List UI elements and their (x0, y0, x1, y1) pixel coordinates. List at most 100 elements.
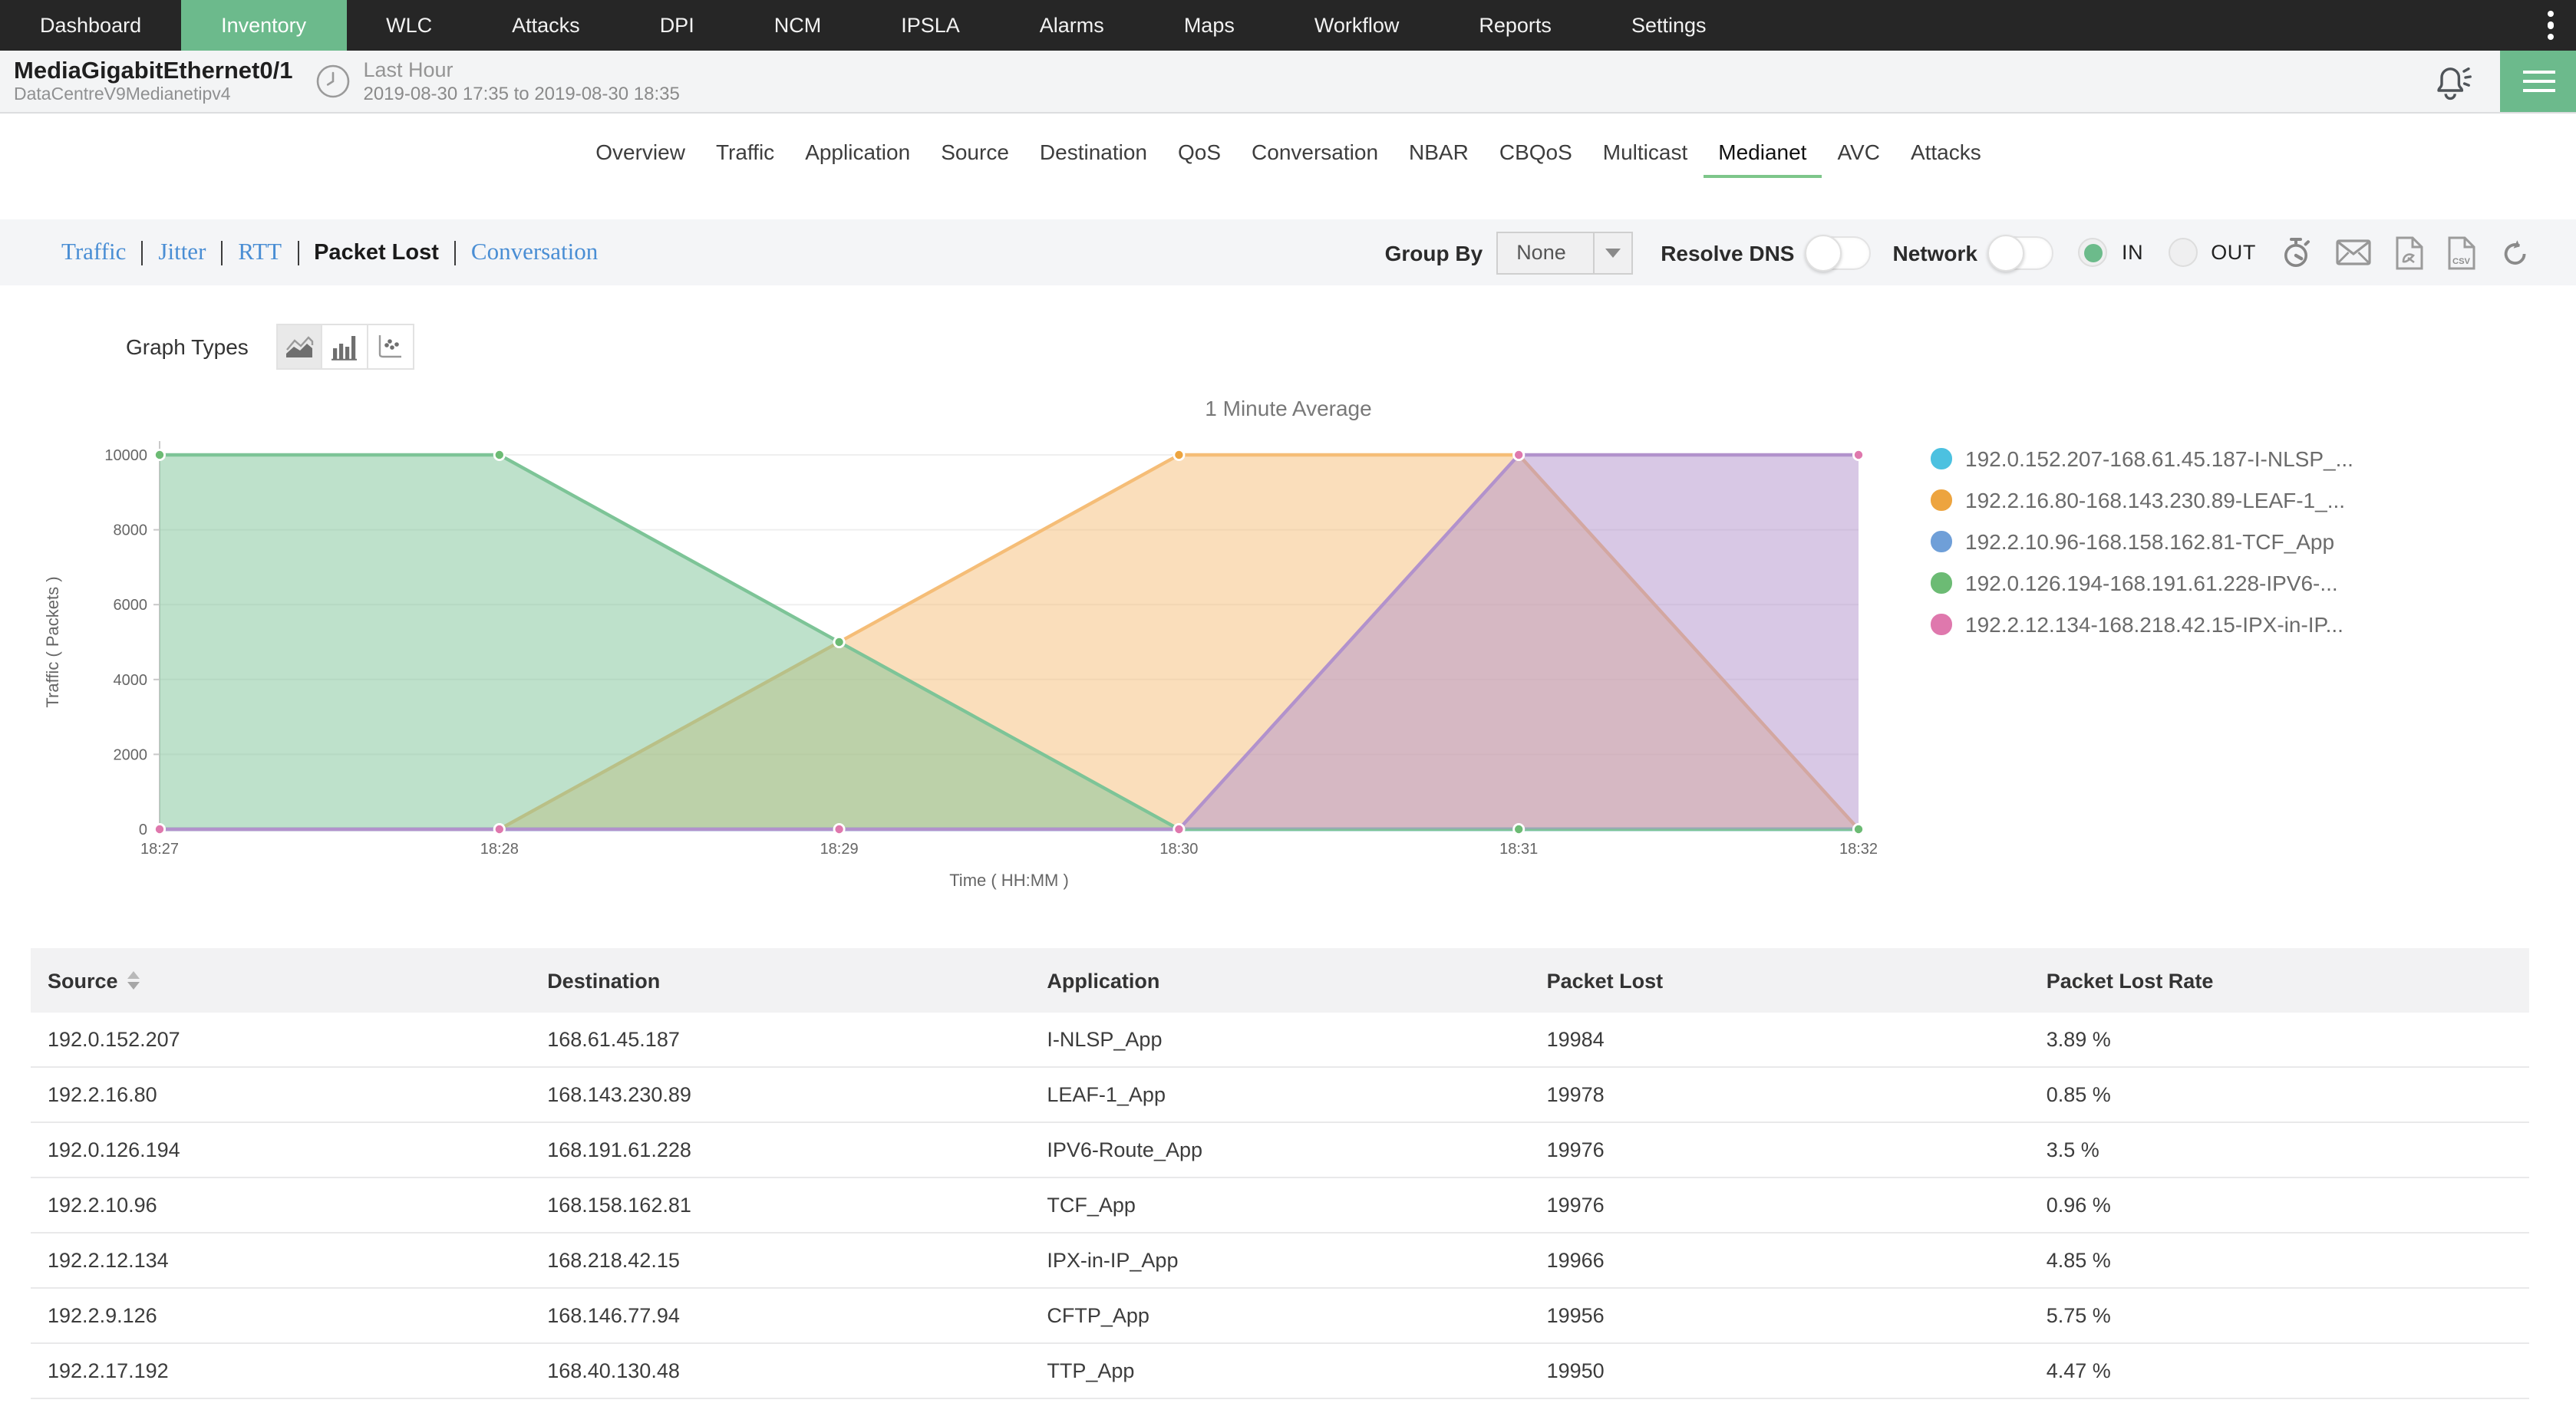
nav-item-workflow[interactable]: Workflow (1314, 14, 1400, 37)
tab-destination[interactable]: Destination (1039, 140, 1147, 164)
group-by-select[interactable]: None (1496, 231, 1634, 274)
column-header-destination[interactable]: Destination (530, 969, 1030, 992)
nav-item-ncm[interactable]: NCM (773, 14, 822, 37)
tab-application[interactable]: Application (805, 140, 911, 164)
legend-dot-icon (1931, 448, 1951, 469)
table-cell: 4.85 % (2046, 1249, 2111, 1272)
graph-type-bar-button[interactable] (322, 324, 368, 370)
table-cell: IPV6-Route_App (1047, 1138, 1203, 1161)
report-tabs: Overview Traffic Application Source Destinat… (0, 129, 2576, 178)
subtab-conversation[interactable]: Conversation (470, 239, 599, 265)
tab-qos[interactable]: QoS (1178, 140, 1222, 164)
graph-types-label: Graph Types (126, 334, 249, 359)
nav-item-alarms[interactable]: Alarms (1039, 14, 1104, 37)
export-pdf-icon[interactable] (2396, 236, 2423, 269)
legend-label: 192.2.10.96-168.158.162.81-TCF_App (1965, 529, 2335, 554)
table-cell: CFTP_App (1047, 1304, 1149, 1327)
tab-attacks[interactable]: Attacks (1910, 140, 1981, 164)
out-radio[interactable] (2168, 238, 2198, 267)
tab-source[interactable]: Source (941, 140, 1009, 164)
tab-medianet[interactable]: Medianet (1703, 129, 1822, 178)
tab-cbqos[interactable]: CBQoS (1499, 140, 1572, 164)
network-toggle[interactable] (1987, 234, 2054, 271)
resolve-dns-label: Resolve DNS (1661, 240, 1795, 265)
hamburger-menu-button[interactable] (2500, 51, 2576, 112)
subtab-rtt[interactable]: RTT (238, 239, 282, 265)
column-header-packet-lost[interactable]: Packet Lost (1530, 969, 2030, 992)
network-label: Network (1892, 240, 1977, 265)
nav-item-maps[interactable]: Maps (1183, 14, 1235, 37)
legend-dot-icon (1931, 489, 1951, 511)
svg-text:6000: 6000 (114, 597, 148, 614)
table-cell: 3.89 % (2046, 1028, 2111, 1051)
time-period-picker[interactable]: Last Hour 2019-08-30 17:35 to 2019-08-30… (363, 58, 679, 104)
column-header-packet-lost-rate[interactable]: Packet Lost Rate (2030, 969, 2529, 992)
nav-item-reports[interactable]: Reports (1479, 14, 1552, 37)
legend-item[interactable]: 192.0.126.194-168.191.61.228-IPV6-... (1931, 571, 2353, 595)
column-header-label: Packet Lost Rate (2046, 969, 2214, 992)
legend-item[interactable]: 192.0.152.207-168.61.45.187-I-NLSP_... (1931, 446, 2353, 471)
column-header-source[interactable]: Source (31, 969, 530, 992)
subtab-separator (141, 240, 143, 265)
subtab-jitter[interactable]: Jitter (158, 239, 206, 265)
nav-item-settings[interactable]: Settings (1631, 14, 1707, 37)
tab-traffic[interactable]: Traffic (715, 140, 775, 164)
graph-type-buttons (275, 324, 414, 370)
legend-item[interactable]: 192.2.16.80-168.143.230.89-LEAF-1_... (1931, 488, 2353, 512)
tab-conversation[interactable]: Conversation (1252, 140, 1379, 164)
tab-avc[interactable]: AVC (1837, 140, 1880, 164)
column-header-application[interactable]: Application (1030, 969, 1529, 992)
tab-multicast[interactable]: Multicast (1602, 140, 1688, 164)
header-actions (2426, 51, 2576, 112)
table-cell: LEAF-1_App (1047, 1083, 1166, 1106)
table-row: 192.0.126.194 168.191.61.228 IPV6-Route_Ap… (31, 1123, 2529, 1178)
time-range-value: 2019-08-30 17:35 to 2019-08-30 18:35 (363, 83, 680, 104)
legend-item[interactable]: 192.2.10.96-168.158.162.81-TCF_App (1931, 529, 2353, 554)
table-cell: 4.47 % (2046, 1359, 2111, 1382)
nav-item-attacks[interactable]: Attacks (512, 14, 580, 37)
svg-text:8000: 8000 (114, 522, 148, 539)
schedule-report-icon[interactable] (2281, 236, 2311, 268)
nav-item-inventory[interactable]: Inventory (181, 0, 347, 51)
in-radio[interactable] (2078, 238, 2108, 267)
nav-item-dpi[interactable]: DPI (659, 14, 694, 37)
legend-item[interactable]: 192.2.12.134-168.218.42.15-IPX-in-IP... (1931, 612, 2353, 637)
nav-item-wlc[interactable]: WLC (386, 14, 433, 37)
area-chart-icon (285, 336, 314, 357)
time-range-label: Last Hour (363, 58, 454, 81)
svg-text:18:27: 18:27 (140, 841, 179, 858)
table-cell: 19978 (1546, 1083, 1605, 1106)
tab-overview[interactable]: Overview (595, 140, 685, 164)
refresh-icon[interactable] (2500, 237, 2531, 268)
table-cell: 168.218.42.15 (547, 1249, 680, 1272)
table-cell: 19966 (1546, 1249, 1605, 1272)
graph-type-area-button[interactable] (275, 324, 322, 370)
tab-nbar[interactable]: NBAR (1409, 140, 1469, 164)
graph-type-scatter-button[interactable] (368, 324, 414, 370)
subtab-traffic[interactable]: Traffic (61, 239, 127, 265)
table-cell: 5.75 % (2046, 1304, 2111, 1327)
graph-types-row: Graph Types (0, 319, 414, 374)
overflow-menu-icon[interactable] (2524, 0, 2576, 51)
nav-item-ipsla[interactable]: IPSLA (901, 14, 960, 37)
svg-text:Traffic ( Packets ): Traffic ( Packets ) (43, 576, 62, 707)
table-cell: 3.5 % (2046, 1138, 2099, 1161)
nav-item-dashboard[interactable]: Dashboard (40, 14, 142, 37)
email-report-icon[interactable] (2336, 239, 2371, 265)
resolve-dns-toggle[interactable] (1805, 234, 1872, 271)
subtab-packet-lost[interactable]: Packet Lost (314, 240, 439, 265)
table-cell: 168.61.45.187 (547, 1028, 680, 1051)
sort-arrows-icon (127, 971, 140, 990)
table-cell: 192.0.152.207 (48, 1028, 180, 1051)
svg-text:18:29: 18:29 (820, 841, 859, 858)
out-radio-label: OUT (2211, 241, 2256, 264)
interface-header: MediaGigabitEthernet0/1 DataCentreV9Medi… (0, 51, 2576, 114)
table-row: 192.0.152.207 168.61.45.187 I-NLSP_App 1998… (31, 1013, 2529, 1068)
subtab-separator (297, 240, 299, 265)
subtab-separator (221, 240, 223, 265)
alarm-bell-icon[interactable] (2426, 58, 2472, 104)
export-csv-icon[interactable]: CSV (2448, 236, 2475, 269)
subtab-separator (454, 240, 456, 265)
column-header-label: Packet Lost (1546, 969, 1664, 992)
